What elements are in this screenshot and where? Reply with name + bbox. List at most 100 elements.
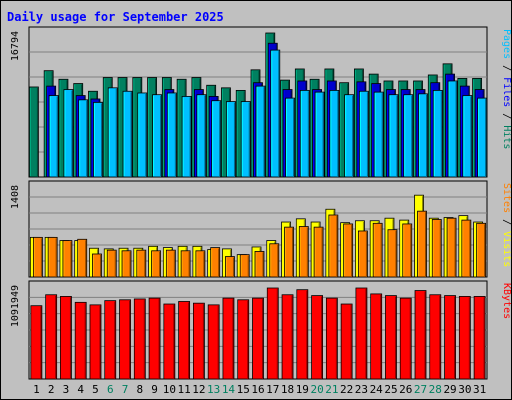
bar-sites (62, 240, 73, 278)
bar-hits (28, 86, 39, 178)
day-label: 31 (473, 383, 486, 396)
bar-sites (372, 222, 383, 278)
day-label: 29 (443, 383, 456, 396)
bar-sites (313, 226, 324, 278)
day-label: 16 (251, 383, 264, 396)
bar-kbytes (370, 293, 383, 380)
day-label: 15 (237, 383, 250, 396)
bar-pages (78, 99, 89, 178)
day-label: 22 (340, 383, 353, 396)
series-label-part: Files (501, 77, 511, 107)
bar-kbytes (296, 289, 309, 380)
series-label-part: Visits (501, 231, 511, 267)
series-label-part: Hits (501, 125, 511, 149)
bar-kbytes (399, 297, 412, 380)
bar-sites (298, 226, 309, 278)
day-label: 11 (178, 383, 191, 396)
bar-kbytes (355, 287, 368, 380)
bar-kbytes (281, 294, 294, 380)
bar-sites (328, 214, 339, 278)
series-label-part: Sites (501, 183, 511, 213)
bar-sites (461, 219, 472, 278)
bar-sites (254, 251, 265, 278)
bar-kbytes (207, 304, 220, 380)
panel-series-label: Pages / Files / Hits (501, 29, 511, 149)
bar-sites (77, 238, 88, 278)
day-label: 12 (192, 383, 205, 396)
bar-pages (388, 94, 399, 178)
bar-pages (226, 101, 236, 178)
bar-pages (255, 85, 266, 178)
bar-sites (343, 223, 354, 278)
bar-pages (447, 80, 458, 178)
bar-sites (225, 256, 235, 278)
bar-sites (358, 230, 368, 278)
bar-kbytes (252, 297, 264, 380)
bar-sites (106, 249, 117, 278)
day-label: 14 (222, 383, 236, 396)
day-label: 28 (429, 383, 442, 396)
bar-kbytes (193, 302, 205, 380)
bar-kbytes (473, 296, 486, 380)
bar-kbytes (133, 298, 146, 380)
bar-sites (431, 219, 442, 278)
bar-pages (63, 89, 74, 178)
bar-pages (299, 89, 310, 178)
panel-hits_files_pages: 16794 Pages / Files / Hits (10, 26, 511, 178)
day-label: 18 (281, 383, 294, 396)
bar-kbytes (222, 297, 235, 380)
day-axis-labels: 1 2 3 4 5 6 7 8 9 10 11 12 13 14 15 16 17 18 19 20 21 22 23 24 2… (33, 383, 486, 396)
day-label: 3 (63, 383, 70, 396)
series-pages (48, 49, 488, 178)
day-label: 13 (207, 383, 220, 396)
bar-sites (180, 250, 191, 278)
panel-max-label: 16794 (10, 31, 21, 61)
day-label: 7 (122, 383, 129, 396)
bar-sites (32, 236, 43, 278)
series-label-part: / (501, 59, 511, 77)
bar-pages (122, 90, 133, 178)
bar-kbytes (458, 296, 471, 380)
series-label-part: / (501, 107, 511, 125)
panel-visits_sites: 1408 Sites / Visits (10, 180, 511, 278)
bar-sites (210, 247, 221, 278)
bar-sites (284, 226, 294, 278)
bar-sites (402, 223, 413, 278)
bar-sites (417, 210, 427, 278)
bar-sites (269, 243, 280, 278)
bar-sites (476, 222, 487, 278)
bar-sites (239, 254, 250, 278)
bar-pages (270, 49, 281, 178)
bar-kbytes (414, 290, 427, 380)
day-label: 30 (458, 383, 471, 396)
day-label: 10 (163, 383, 176, 396)
bar-pages (359, 90, 369, 178)
panel-max-label: 1408 (10, 185, 21, 209)
bar-sites (121, 250, 132, 278)
day-label: 1 (33, 383, 40, 396)
day-label: 27 (414, 383, 427, 396)
bar-kbytes (148, 297, 161, 380)
chart-panels: 16794 Pages / Files / Hits 1408 Sites / Vis… (10, 26, 511, 380)
day-label: 8 (136, 383, 143, 396)
bar-pages (137, 92, 148, 178)
day-label: 19 (296, 383, 309, 396)
bar-kbytes (163, 303, 176, 380)
bar-kbytes (237, 299, 250, 380)
bar-pages (152, 94, 162, 178)
bar-kbytes (311, 295, 323, 380)
bar-pages (418, 93, 428, 178)
bar-pages (181, 95, 192, 178)
bar-sites (92, 253, 102, 278)
series-label-part: Pages (501, 29, 511, 59)
bar-pages (93, 102, 103, 178)
panel-series-label: KBytes (501, 283, 511, 319)
bar-pages (285, 97, 295, 178)
bar-pages (107, 87, 118, 178)
day-label: 26 (399, 383, 412, 396)
chart-title: Daily usage for September 2025 (7, 10, 224, 24)
bar-sites (165, 249, 176, 278)
day-label: 6 (107, 383, 114, 396)
bar-sites (446, 217, 457, 278)
